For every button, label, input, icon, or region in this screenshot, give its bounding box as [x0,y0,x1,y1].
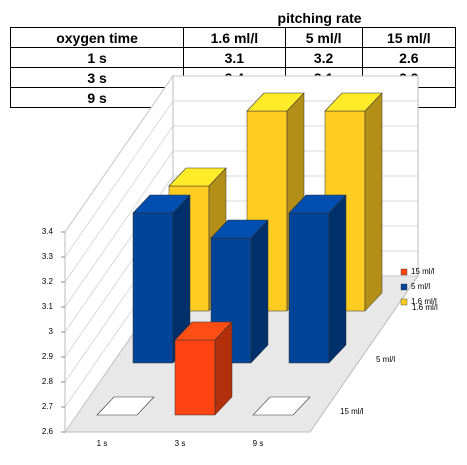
depth-label: 5 ml/l [376,355,395,364]
y-tick-label: 2.6 [42,427,54,436]
bar [96,396,155,416]
legend-label: 15 ml/l [411,267,435,276]
bar-top [246,92,305,112]
bar-side [364,92,383,312]
y-tick-label: 3.1 [42,302,54,311]
bar-front [174,339,216,416]
legend-label: 1.6 ml/l [411,297,437,306]
bar-front [132,212,174,364]
x-tick-label: 9 s [253,439,264,448]
super-header-row: pitching rate [11,8,456,28]
legend-label: 5 ml/l [411,282,430,291]
y-tick-label: 3.2 [42,277,54,286]
bar [174,321,233,416]
bar-top [252,396,311,416]
bar [252,396,311,416]
legend-swatch [400,268,408,276]
bar-top [324,92,383,112]
bar-top [288,194,347,214]
depth-label: 15 ml/l [340,407,364,416]
table-cell: 3 s [9,67,185,88]
table-row: 1 s 3.1 3.2 2.6 [9,47,457,68]
bar-top [174,321,233,341]
column-header: 1.6 ml/l [183,27,286,48]
column-header: 15 ml/l [361,27,457,48]
legend-swatch [400,283,408,291]
table-cell: 3.1 [183,47,286,68]
bar-top [96,396,155,416]
bar-top [168,167,227,187]
x-tick-label: 3 s [175,439,186,448]
y-tick-label: 3.3 [42,252,54,261]
bar [288,194,347,364]
x-tick-label: 1 s [97,439,108,448]
y-tick-label: 3.4 [42,227,54,236]
bar-side [328,194,347,364]
bar-front [288,212,330,364]
depth-label: 1.6 ml/l [412,303,438,312]
y-tick-label: 2.7 [42,402,54,411]
bar-side [250,219,269,364]
y-tick-label: 2.9 [42,352,54,361]
bar-top [132,194,191,214]
legend-swatch [400,298,408,306]
bar-top [210,219,269,239]
super-header: pitching rate [183,8,456,28]
grid-line [64,75,418,233]
y-tick-label: 3 [49,327,54,336]
y-tick-label: 2.8 [42,377,54,386]
